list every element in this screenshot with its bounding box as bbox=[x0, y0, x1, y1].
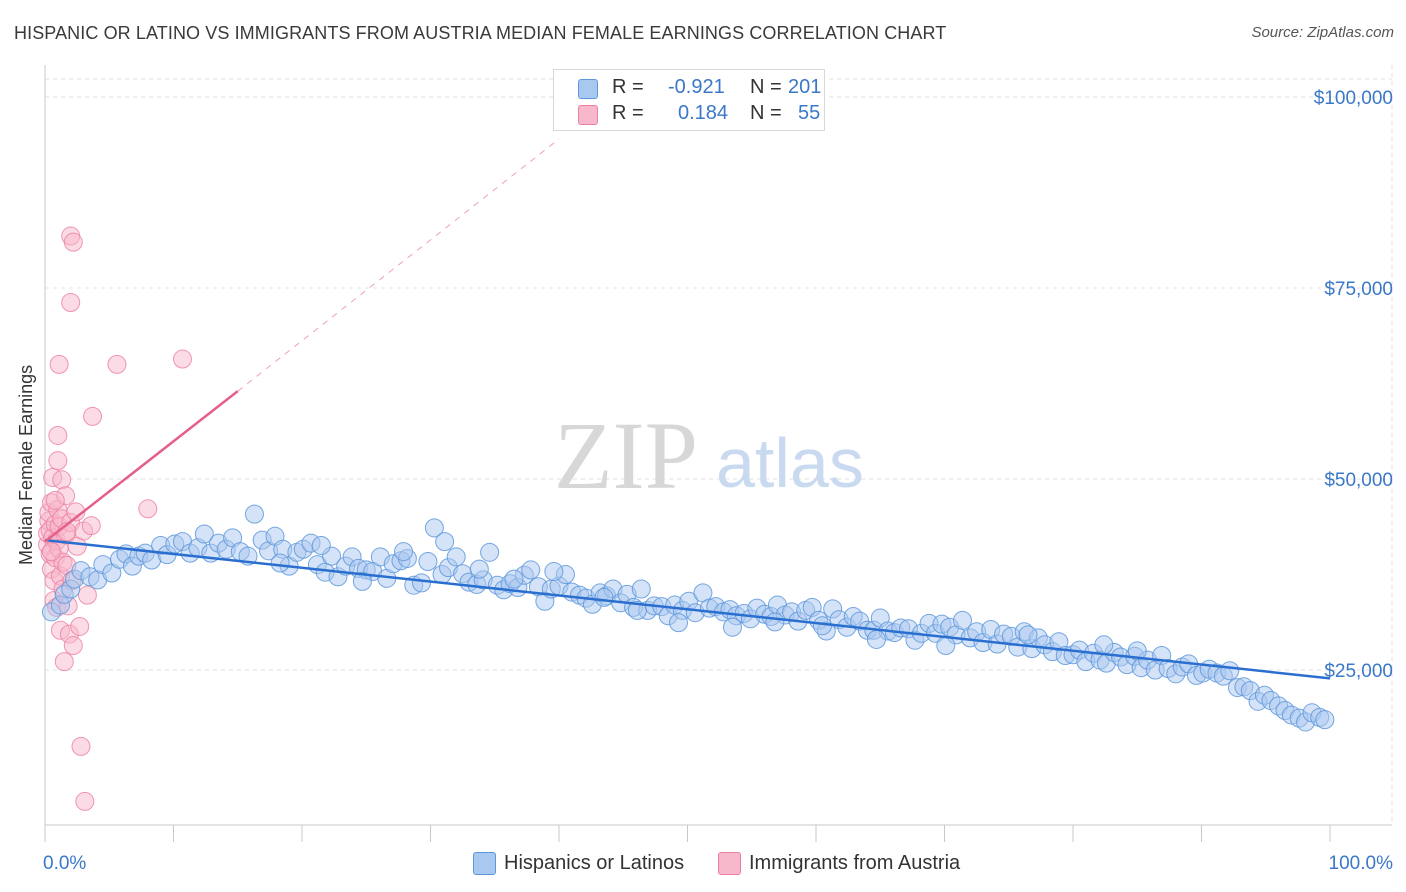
chart-title: HISPANIC OR LATINO VS IMMIGRANTS FROM AU… bbox=[14, 23, 947, 43]
austria-point bbox=[49, 354, 69, 374]
y-tick-label: $25,000 bbox=[1324, 661, 1393, 682]
austria-trend-extension bbox=[237, 138, 560, 392]
hispanic-point bbox=[952, 610, 972, 630]
x-tick-label: 0.0% bbox=[43, 853, 86, 874]
blue-swatch bbox=[473, 852, 496, 875]
austria-point bbox=[63, 232, 83, 252]
n-label: N = bbox=[750, 102, 782, 124]
hispanic-points bbox=[41, 504, 1335, 732]
watermark-atlas: atlas bbox=[716, 424, 864, 502]
hispanic-point bbox=[936, 636, 956, 656]
hispanic-point bbox=[765, 612, 785, 632]
legend-label: Immigrants from Austria bbox=[749, 852, 961, 874]
austria-point bbox=[83, 406, 103, 426]
tick-labels: $25,000 $50,000 $75,000 $100,000 0.0% 100.0% bbox=[43, 88, 1393, 874]
austria-point bbox=[71, 736, 91, 756]
austria-point bbox=[45, 490, 65, 510]
austria-point bbox=[61, 293, 81, 313]
hispanic-point bbox=[627, 600, 647, 620]
r-label: R = bbox=[612, 102, 644, 124]
hispanic-point bbox=[544, 561, 564, 581]
watermark: ZIP atlas bbox=[554, 402, 864, 509]
hispanic-trend-line bbox=[44, 538, 1331, 680]
hispanic-point bbox=[722, 617, 742, 637]
x-tick-label: 100.0% bbox=[1329, 853, 1394, 874]
hispanic-point bbox=[1094, 635, 1114, 655]
hispanic-point bbox=[418, 552, 438, 572]
y-tick-label: $50,000 bbox=[1324, 470, 1393, 491]
hispanic-point bbox=[594, 587, 614, 607]
y-axis-label: Median Female Earnings bbox=[16, 364, 36, 565]
hispanic-point bbox=[521, 560, 541, 580]
hispanic-point bbox=[424, 518, 444, 538]
austria-point bbox=[70, 616, 90, 636]
correlation-legend: R = -0.921 N = 201 R = 0.184 N = 55 bbox=[553, 69, 825, 131]
austria-point bbox=[81, 516, 101, 536]
austria-point bbox=[52, 470, 72, 490]
hispanic-point bbox=[1315, 710, 1335, 730]
austria-point bbox=[77, 585, 97, 605]
source-label: Source: ZipAtlas.com bbox=[1251, 24, 1394, 41]
n-label: N = bbox=[750, 76, 782, 98]
hispanic-point bbox=[412, 573, 432, 593]
trend-lines bbox=[44, 138, 1331, 680]
austria-trend-line bbox=[44, 390, 239, 543]
n-value: 201 bbox=[788, 76, 822, 98]
austria-point bbox=[48, 451, 68, 471]
hispanic-point bbox=[194, 524, 214, 544]
austria-point bbox=[107, 354, 127, 374]
austria-point bbox=[138, 499, 158, 519]
legend-label: Hispanics or Latinos bbox=[504, 852, 685, 874]
hispanic-point bbox=[244, 504, 264, 524]
hispanic-point bbox=[311, 535, 331, 555]
n-value: 55 bbox=[798, 102, 821, 124]
pink-swatch bbox=[718, 852, 741, 875]
austria-point bbox=[75, 791, 95, 811]
hispanic-point bbox=[669, 613, 689, 633]
r-value: 0.184 bbox=[678, 102, 729, 124]
hispanic-point bbox=[504, 569, 524, 589]
hispanic-point bbox=[469, 559, 489, 579]
axes bbox=[44, 65, 1392, 842]
hispanic-point bbox=[394, 542, 414, 562]
blue-swatch bbox=[578, 79, 598, 99]
hispanic-point bbox=[631, 579, 651, 599]
y-tick-label: $75,000 bbox=[1324, 279, 1393, 300]
r-label: R = bbox=[612, 76, 644, 98]
hispanic-point bbox=[480, 542, 500, 562]
hispanic-point bbox=[1220, 661, 1240, 681]
austria-point bbox=[48, 425, 68, 445]
austria-point bbox=[41, 542, 61, 562]
watermark-zip: ZIP bbox=[554, 402, 698, 509]
hispanic-point bbox=[435, 532, 455, 552]
austria-point bbox=[172, 349, 192, 369]
austria-point bbox=[63, 636, 83, 656]
austria-point bbox=[54, 652, 74, 672]
hispanic-point bbox=[270, 553, 290, 573]
y-tick-label: $100,000 bbox=[1314, 88, 1393, 109]
hispanic-point bbox=[1127, 641, 1147, 661]
hispanic-point bbox=[352, 571, 372, 591]
r-value: -0.921 bbox=[668, 76, 725, 98]
austria-points bbox=[38, 226, 192, 811]
hispanic-point bbox=[1018, 625, 1038, 645]
pink-swatch bbox=[578, 105, 598, 125]
hispanic-point bbox=[866, 629, 886, 649]
hispanic-point bbox=[446, 547, 466, 567]
